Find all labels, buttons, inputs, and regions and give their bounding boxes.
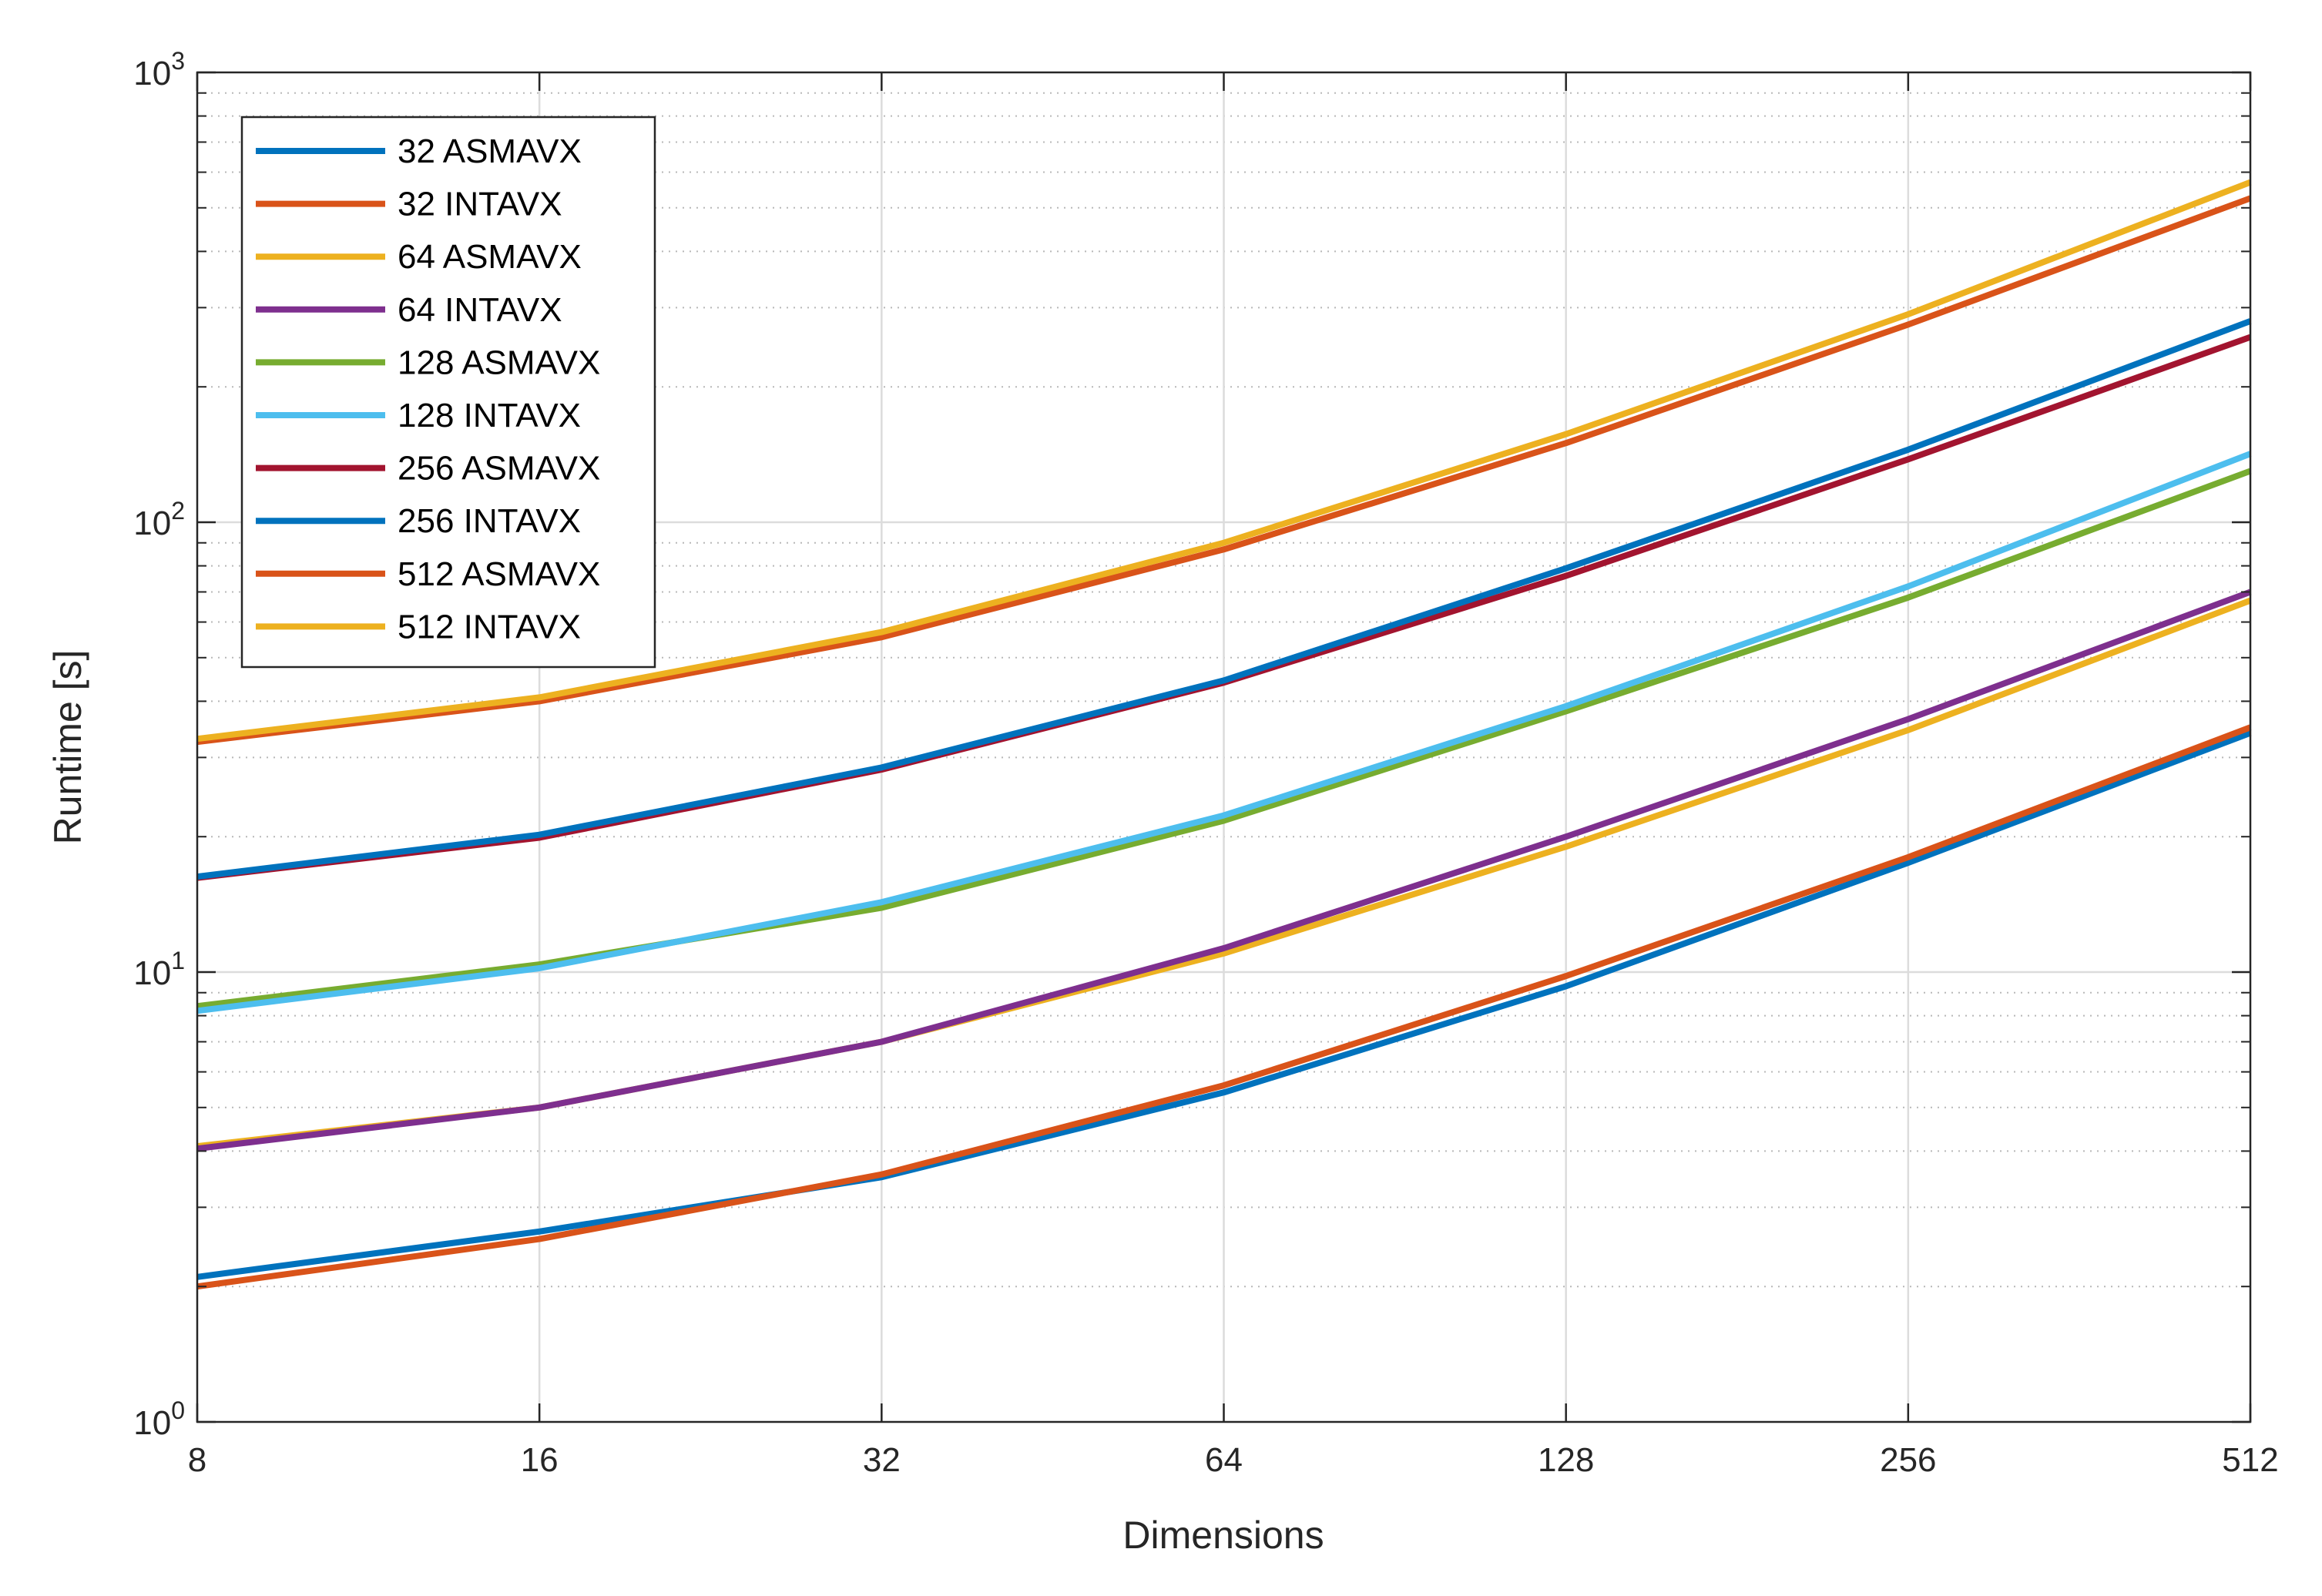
legend-label: 32 INTAVX [398, 186, 562, 223]
x-tick-label: 32 [863, 1441, 901, 1479]
legend-label: 256 ASMAVX [398, 450, 600, 488]
x-tick-label: 64 [1205, 1441, 1243, 1479]
series-line-32-intavx [196, 724, 2252, 1290]
y-axis-label: Runtime [s] [46, 650, 89, 845]
legend-label: 64 ASMAVX [398, 238, 582, 276]
series-line-512-intavx [196, 179, 2252, 743]
legend-label: 128 ASMAVX [398, 344, 600, 381]
legend-label: 512 INTAVX [398, 608, 581, 645]
series-line-512-asmavx [196, 195, 2252, 746]
legend-label: 64 INTAVX [398, 291, 562, 329]
legend-label: 256 INTAVX [398, 502, 581, 540]
x-tick-labels: 8 16 32 64 128 256 512 [188, 1441, 2279, 1479]
x-tick-label: 16 [521, 1441, 559, 1479]
series-line-32-asmavx [196, 729, 2252, 1280]
legend-label: 512 ASMAVX [398, 555, 600, 593]
y-tick-label: 100 [133, 1396, 185, 1442]
series-line-128-asmavx [196, 468, 2252, 1010]
y-tick-label: 101 [133, 947, 185, 992]
y-tick-labels: 100 101 102 103 [133, 47, 185, 1442]
x-tick-label: 128 [1538, 1441, 1594, 1479]
legend-label: 32 ASMAVX [398, 132, 582, 170]
x-axis-label: Dimensions [1122, 1514, 1324, 1557]
series-layer [196, 179, 2252, 1290]
y-tick-label: 102 [133, 497, 185, 542]
y-tick-label: 103 [133, 47, 185, 92]
x-tick-label: 8 [188, 1441, 206, 1479]
x-tick-label: 256 [1880, 1441, 1936, 1479]
series-line-128-intavx [196, 451, 2252, 1014]
legend: 32 ASMAVX 32 INTAVX 64 ASMAVX 64 INTAVX 128 … [240, 116, 656, 669]
series-line-256-intavx [196, 318, 2252, 880]
x-tick-label: 512 [2222, 1441, 2278, 1479]
axis-ticks [196, 71, 2252, 1423]
legend-label: 128 INTAVX [398, 397, 581, 434]
series-line-64-intavx [196, 588, 2252, 1152]
